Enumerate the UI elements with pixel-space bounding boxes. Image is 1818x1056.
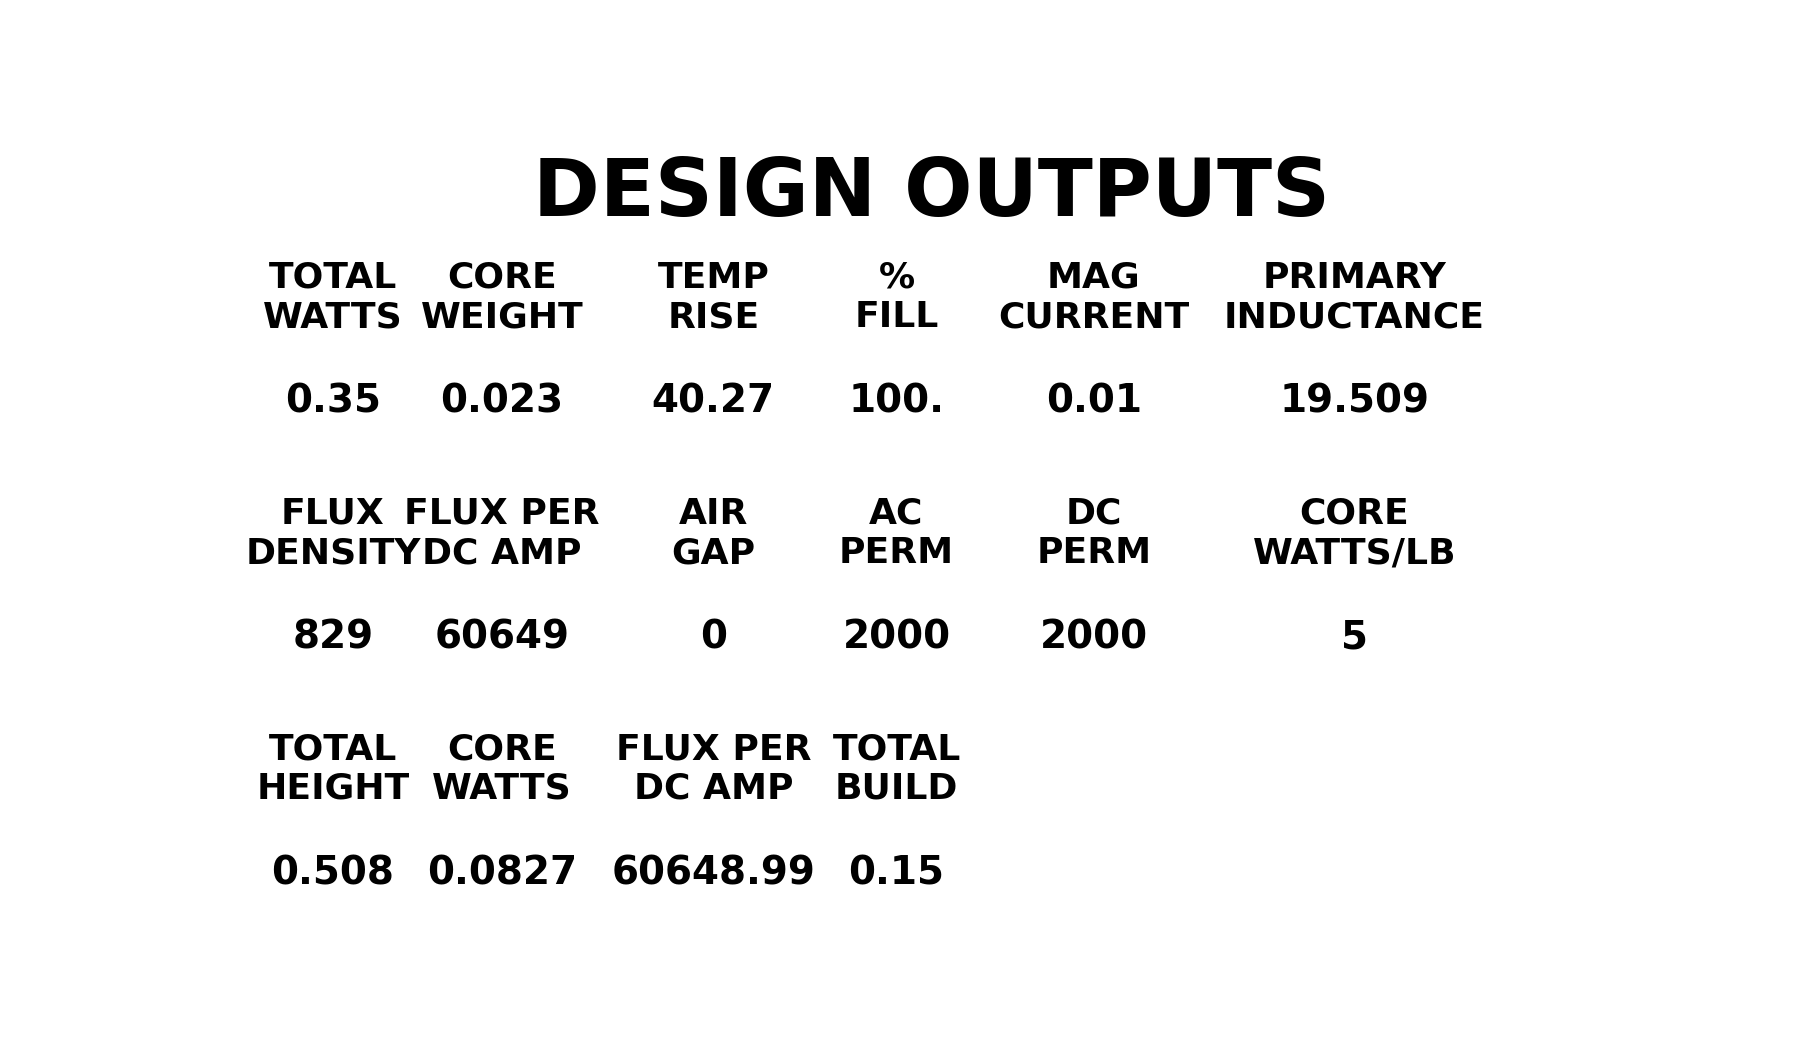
Text: %
FILL: % FILL <box>854 261 938 335</box>
Text: 19.509: 19.509 <box>1280 383 1429 421</box>
Text: 0.0827: 0.0827 <box>427 854 576 892</box>
Text: DC
PERM: DC PERM <box>1036 496 1151 570</box>
Text: 0.01: 0.01 <box>1045 383 1142 421</box>
Text: DESIGN OUTPUTS: DESIGN OUTPUTS <box>533 155 1331 233</box>
Text: TOTAL
HEIGHT: TOTAL HEIGHT <box>256 733 409 806</box>
Text: PRIMARY
INDUCTANCE: PRIMARY INDUCTANCE <box>1224 261 1485 335</box>
Text: CORE
WEIGHT: CORE WEIGHT <box>420 261 584 335</box>
Text: AC
PERM: AC PERM <box>838 496 954 570</box>
Text: TOTAL
BUILD: TOTAL BUILD <box>833 733 960 806</box>
Text: 5: 5 <box>1342 619 1367 657</box>
Text: CORE
WATTS/LB: CORE WATTS/LB <box>1253 496 1456 570</box>
Text: 0.15: 0.15 <box>849 854 945 892</box>
Text: TEMP
RISE: TEMP RISE <box>658 261 769 335</box>
Text: 60649: 60649 <box>435 619 569 657</box>
Text: FLUX PER
DC AMP: FLUX PER DC AMP <box>616 733 811 806</box>
Text: 40.27: 40.27 <box>653 383 774 421</box>
Text: 60648.99: 60648.99 <box>611 854 814 892</box>
Text: 2000: 2000 <box>842 619 951 657</box>
Text: FLUX PER
DC AMP: FLUX PER DC AMP <box>404 496 600 570</box>
Text: FLUX
DENSITY: FLUX DENSITY <box>245 496 420 570</box>
Text: 0: 0 <box>700 619 727 657</box>
Text: CORE
WATTS: CORE WATTS <box>433 733 573 806</box>
Text: 0.508: 0.508 <box>271 854 395 892</box>
Text: 829: 829 <box>293 619 373 657</box>
Text: TOTAL
WATTS: TOTAL WATTS <box>264 261 404 335</box>
Text: 0.35: 0.35 <box>285 383 382 421</box>
Text: 0.023: 0.023 <box>440 383 564 421</box>
Text: MAG
CURRENT: MAG CURRENT <box>998 261 1189 335</box>
Text: 2000: 2000 <box>1040 619 1147 657</box>
Text: AIR
GAP: AIR GAP <box>671 496 756 570</box>
Text: 100.: 100. <box>849 383 945 421</box>
